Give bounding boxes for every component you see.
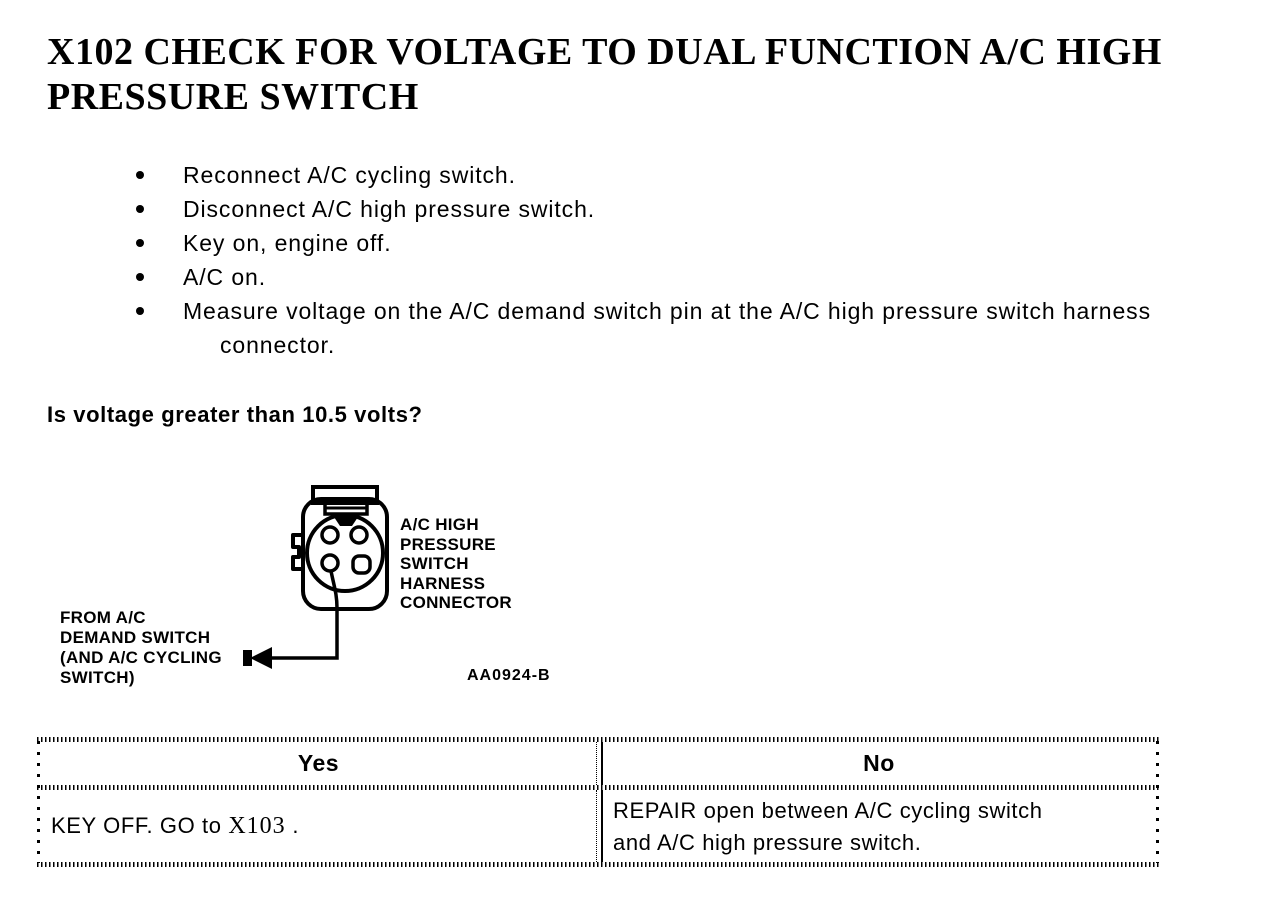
- connector-body: [301, 497, 389, 611]
- page-title: X102 CHECK FOR VOLTAGE TO DUAL FUNCTION …: [47, 31, 1162, 118]
- procedure-step: Key on, engine off.: [136, 226, 1264, 260]
- table-header-separator: [37, 785, 1159, 790]
- no-column-header: No: [601, 742, 1155, 785]
- yes-action-text: KEY OFF. GO to X103 .: [51, 813, 299, 840]
- connector-label: A/C HIGH PRESSURE SWITCH HARNESS CONNECT…: [400, 515, 512, 612]
- wire-arrow-tab: [243, 650, 252, 666]
- table-left-border: [37, 741, 40, 863]
- wire-source-label: FROM A/C DEMAND SWITCH (AND A/C CYCLING …: [60, 608, 222, 687]
- table-bottom-border: [37, 862, 1159, 867]
- no-action-cell: REPAIR open between A/C cycling switch a…: [601, 790, 1155, 862]
- wire-line: [266, 570, 339, 660]
- figure-id: AA0924-B: [467, 667, 551, 684]
- connector-wedge: [334, 517, 358, 526]
- connector-pin: [349, 525, 369, 545]
- connector-pin: [320, 525, 340, 545]
- procedure-step-text: Reconnect A/C cycling switch.: [183, 162, 516, 188]
- connector-pin: [351, 554, 372, 575]
- bullet-icon: [136, 307, 144, 315]
- table-header-row: Yes No: [37, 742, 1159, 785]
- procedure-step: Reconnect A/C cycling switch.: [136, 158, 1264, 192]
- procedure-step-text: Disconnect A/C high pressure switch.: [183, 196, 596, 222]
- bullet-icon: [136, 205, 144, 213]
- results-table: Yes No KEY OFF. GO to X103 . REPAIR open…: [37, 737, 1159, 867]
- procedure-step-text: A/C on.: [183, 264, 267, 290]
- wire-arrow-icon: [250, 647, 272, 669]
- connector-tab: [311, 485, 379, 505]
- bullet-icon: [136, 239, 144, 247]
- yes-column-header: Yes: [41, 742, 597, 785]
- connector-notch: [291, 533, 304, 571]
- procedure-step: Disconnect A/C high pressure switch.: [136, 192, 1264, 226]
- yes-action-suffix: .: [285, 812, 300, 838]
- procedure-step: A/C on.: [136, 260, 1264, 294]
- bullet-icon: [136, 273, 144, 281]
- procedure-step: Measure voltage on the A/C demand switch…: [136, 294, 1264, 362]
- connector-face: [305, 513, 385, 593]
- connector-pin: [320, 553, 340, 573]
- bullet-icon: [136, 171, 144, 179]
- decision-question: Is voltage greater than 10.5 volts?: [47, 402, 423, 427]
- procedure-step-text: Key on, engine off.: [183, 230, 392, 256]
- step-reference: X103: [228, 812, 286, 839]
- table-right-border: [1156, 741, 1159, 863]
- yes-action-cell: KEY OFF. GO to X103 .: [41, 790, 597, 862]
- procedure-steps: Reconnect A/C cycling switch. Disconnect…: [0, 158, 1264, 362]
- procedure-step-text: Measure voltage on the A/C demand switch…: [183, 298, 1151, 358]
- yes-action-prefix: KEY OFF. GO to: [51, 812, 229, 838]
- table-row: KEY OFF. GO to X103 . REPAIR open betwee…: [37, 790, 1159, 862]
- table-top-border: [37, 737, 1159, 742]
